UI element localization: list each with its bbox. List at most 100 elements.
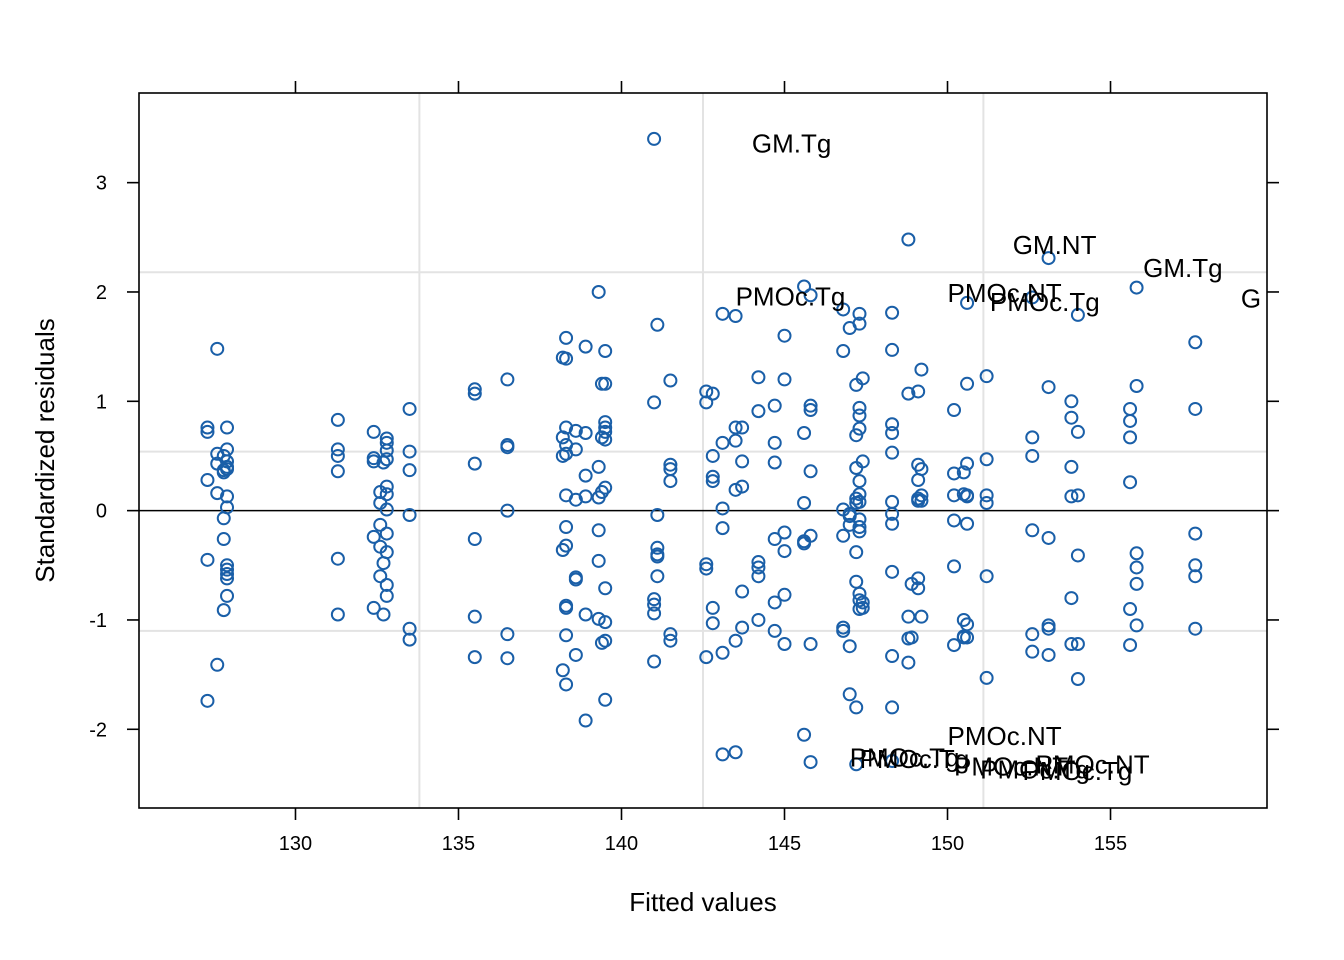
data-point [852,524,867,539]
x-tick-label: 135 [442,833,475,855]
data-point [803,464,818,479]
data-point [715,521,730,536]
data-point [559,351,574,366]
point-label: PMOc.NT [948,278,1062,308]
data-point [901,232,916,247]
data-point [500,440,515,455]
data-point [803,288,818,303]
data-point [402,463,417,478]
x-tick-label: 130 [279,833,312,855]
data-point [578,426,593,441]
data-point [803,528,818,543]
data-point [559,677,574,692]
data-point [467,609,482,624]
data-point [914,493,929,508]
data-point [500,627,515,642]
data-point [885,506,900,521]
data-point [220,571,235,586]
data-point [663,474,678,489]
data-point [647,654,662,669]
data-point [1188,621,1203,636]
data-point [911,581,926,596]
data-point [1025,448,1040,463]
data-point [591,459,606,474]
data-point [663,457,678,472]
data-point [467,382,482,397]
data-point [705,469,720,484]
data-point [836,528,851,543]
data-point [767,595,782,610]
data-point [849,757,864,772]
data-point [767,435,782,450]
data-point [751,569,766,584]
data-point [960,516,975,531]
data-point [1064,637,1079,652]
data-point [803,398,818,413]
point-label: PMOc.NT [948,721,1062,751]
data-point [797,727,812,742]
data-point [777,637,792,652]
data-point [699,384,714,399]
data-point [803,637,818,652]
data-point [568,572,583,587]
point-label: GM.Tg [1143,253,1222,283]
data-point [767,623,782,638]
data-point [1025,290,1040,305]
data-point [200,473,215,488]
data-point [1123,401,1138,416]
data-point [591,611,606,626]
data-point [1188,558,1203,573]
data-point [330,448,345,463]
data-point [650,508,665,523]
data-point [1129,576,1144,591]
data-point [650,549,665,564]
x-tick-label: 150 [931,833,964,855]
point-label: PMOc.Tg [1022,756,1132,786]
data-point [885,753,900,768]
data-point [728,309,743,324]
data-point [1041,647,1056,662]
data-point [956,465,971,480]
data-point [852,408,867,423]
data-points [200,131,1203,772]
data-point [373,517,388,532]
data-point [1064,489,1079,504]
x-tick-label: 145 [768,833,801,855]
data-point [1025,644,1040,659]
data-point [735,479,750,494]
data-point [767,398,782,413]
data-point [366,600,381,615]
data-point [591,523,606,538]
data-point [555,663,570,678]
data-point [578,607,593,622]
data-point [598,424,613,439]
data-point [1123,430,1138,445]
data-point [777,525,792,540]
data-point [500,651,515,666]
data-point [559,520,574,535]
data-point [210,341,225,356]
data-point [699,561,714,576]
y-axis-title: Standardized residuals [30,318,60,583]
data-point [379,487,394,502]
data-point [663,627,678,642]
data-point [797,495,812,510]
data-point [705,474,720,489]
data-point [1129,280,1144,295]
data-point [836,344,851,359]
data-point [947,403,962,418]
data-point [568,423,583,438]
data-point [379,502,394,517]
data-point [1064,591,1079,606]
data-point [598,692,613,707]
data-point [366,529,381,544]
data-point [647,131,662,146]
data-point [715,306,730,321]
data-point [559,628,574,643]
data-point [914,488,929,503]
data-point [960,630,975,645]
data-point [728,745,743,760]
data-point [1070,488,1085,503]
data-point [705,600,720,615]
data-point [852,316,867,331]
